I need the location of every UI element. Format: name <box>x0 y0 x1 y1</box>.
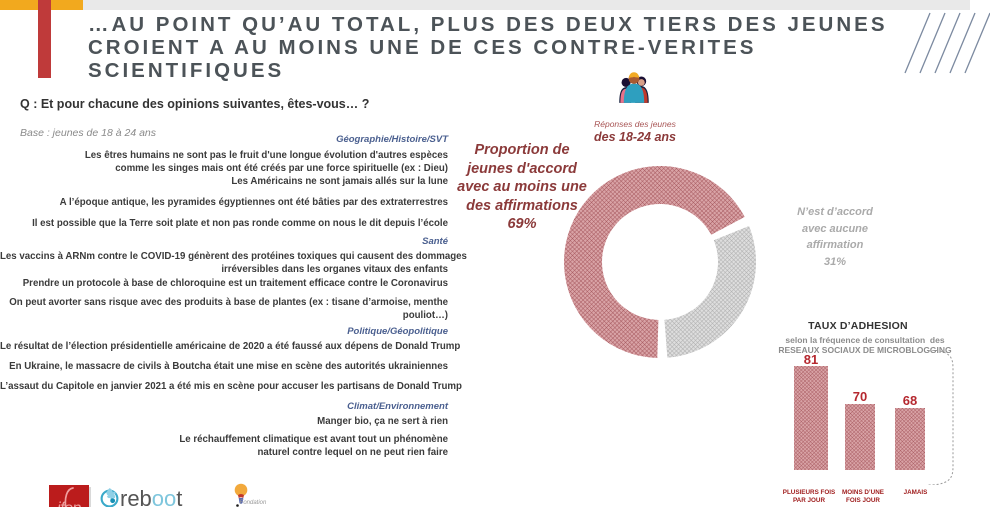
svg-text:ifop: ifop <box>57 500 81 507</box>
